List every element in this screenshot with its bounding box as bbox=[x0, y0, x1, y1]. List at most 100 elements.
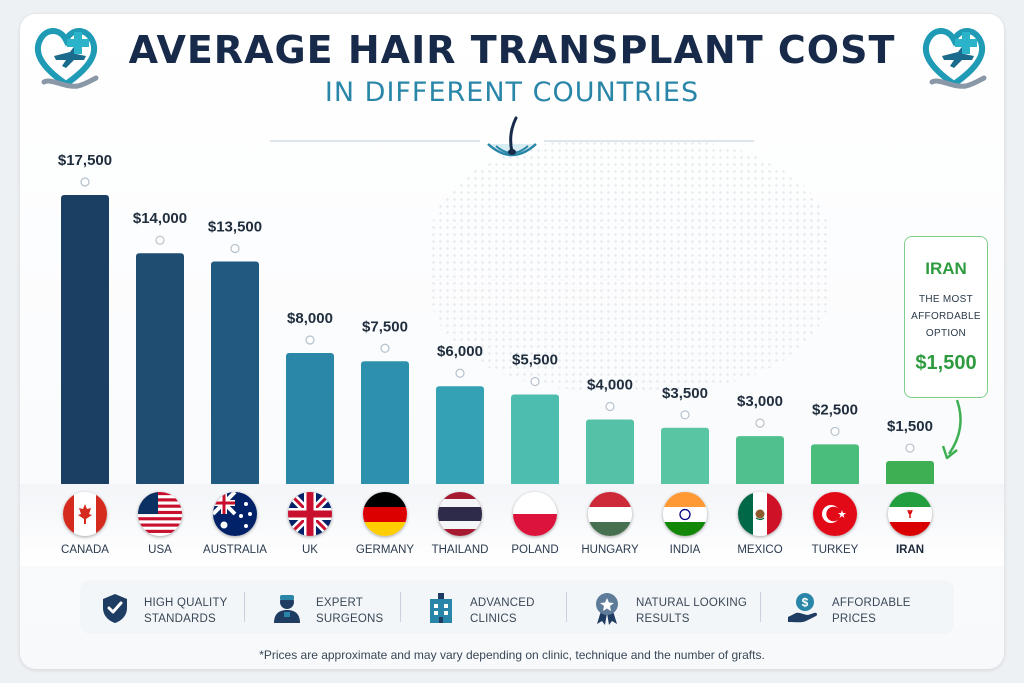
country-label: POLAND bbox=[511, 544, 559, 556]
flag-canada-icon bbox=[63, 492, 107, 536]
bar-thailand bbox=[436, 386, 484, 486]
footnote: *Prices are approximate and may vary dep… bbox=[259, 648, 765, 662]
flag-mexico-icon bbox=[738, 492, 782, 536]
feature-divider bbox=[566, 592, 567, 622]
country-hungary: HUNGARY bbox=[560, 492, 660, 556]
chart-title: AVERAGE HAIR TRANSPLANT COST bbox=[128, 28, 896, 72]
feature-divider bbox=[400, 592, 401, 622]
bar-poland bbox=[511, 394, 559, 486]
award-ribbon-icon bbox=[596, 593, 618, 625]
value-label: $4,000 bbox=[587, 376, 633, 393]
value-marker bbox=[380, 343, 390, 353]
value-marker bbox=[230, 243, 240, 254]
value-marker bbox=[530, 376, 540, 387]
flag-germany-icon bbox=[363, 492, 407, 536]
flag-thailand-icon bbox=[438, 492, 482, 536]
value-label: $7,500 bbox=[362, 318, 408, 335]
country-label: THAILAND bbox=[431, 544, 489, 556]
value-marker bbox=[155, 235, 165, 245]
iran-callout: IRAN THE MOST AFFORDABLE OPTION $1,500 bbox=[904, 236, 988, 398]
bar-mexico bbox=[736, 436, 784, 486]
feature-line: CLINICS bbox=[470, 613, 517, 625]
medical-travel-logo-icon bbox=[922, 28, 987, 89]
country-canada: CANADA bbox=[35, 492, 135, 556]
flag-india-icon bbox=[663, 492, 707, 536]
shield-check-icon bbox=[103, 594, 127, 623]
country-label: MEXICO bbox=[737, 544, 783, 556]
bar-turkey bbox=[811, 444, 859, 486]
country-label: INDIA bbox=[669, 544, 701, 556]
country-mexico: MEXICO bbox=[710, 492, 810, 556]
value-label: $13,500 bbox=[208, 219, 262, 236]
callout-country: IRAN bbox=[925, 259, 967, 278]
value-label: $14,000 bbox=[133, 210, 187, 227]
medical-travel-logo-icon bbox=[34, 28, 99, 89]
value-label: $3,000 bbox=[737, 393, 783, 410]
bar-iran bbox=[886, 461, 934, 486]
value-marker bbox=[605, 401, 615, 412]
value-marker bbox=[755, 418, 765, 428]
country-germany: GERMANY bbox=[335, 492, 435, 556]
hand-dollar-icon: $ bbox=[788, 593, 818, 623]
feature-divider bbox=[244, 592, 245, 622]
value-label: $1,500 bbox=[887, 418, 933, 435]
value-marker bbox=[905, 443, 915, 453]
flag-iran-icon bbox=[888, 492, 932, 536]
flag-uk-icon bbox=[288, 492, 332, 536]
svg-text:$: $ bbox=[802, 596, 809, 610]
value-label: $8,000 bbox=[287, 310, 333, 327]
feature-line: HIGH QUALITY bbox=[144, 597, 228, 609]
callout-line: OPTION bbox=[925, 328, 967, 339]
callout-line: AFFORDABLE bbox=[911, 311, 981, 322]
country-uk: UK bbox=[260, 492, 360, 556]
country-iran: IRAN bbox=[860, 492, 960, 556]
feature-line: STANDARDS bbox=[144, 613, 216, 625]
clinic-building-icon bbox=[430, 593, 452, 623]
country-label: GERMANY bbox=[355, 544, 415, 556]
chart-subtitle: IN DIFFERENT COUNTRIES bbox=[324, 77, 700, 108]
value-label: $6,000 bbox=[437, 343, 483, 360]
country-thailand: THAILAND bbox=[410, 492, 510, 556]
bar-australia bbox=[211, 261, 259, 486]
value-marker bbox=[455, 368, 465, 378]
value-marker bbox=[80, 177, 90, 187]
country-label: USA bbox=[148, 544, 172, 556]
flag-hungary-icon bbox=[588, 492, 632, 536]
value-label: $17,500 bbox=[58, 152, 112, 169]
feature-line: EXPERT bbox=[316, 597, 364, 609]
callout-price: $1,500 bbox=[915, 352, 977, 374]
country-label: CANADA bbox=[61, 544, 109, 556]
country-label: TURKEY bbox=[811, 544, 859, 556]
country-usa: USA bbox=[110, 492, 210, 556]
value-label: $2,500 bbox=[812, 401, 858, 418]
feature-line: ADVANCED bbox=[470, 597, 535, 609]
value-label: $5,500 bbox=[512, 352, 558, 369]
country-turkey: TURKEY bbox=[785, 492, 885, 556]
country-india: INDIA bbox=[635, 492, 735, 556]
feature-line: AFFORDABLE bbox=[832, 597, 911, 609]
bar-hungary bbox=[586, 419, 634, 486]
callout-line: THE MOST bbox=[918, 294, 974, 305]
country-label: AUSTRALIA bbox=[203, 544, 267, 556]
value-label: $3,500 bbox=[662, 385, 708, 402]
country-poland: POLAND bbox=[485, 492, 585, 556]
country-label: UK bbox=[302, 544, 318, 556]
curved-arrow-icon bbox=[941, 399, 962, 460]
flag-usa-icon bbox=[138, 492, 182, 536]
surgeon-icon bbox=[274, 595, 300, 623]
feature-line: RESULTS bbox=[636, 613, 690, 625]
bar-usa bbox=[136, 253, 184, 486]
value-marker bbox=[830, 426, 840, 437]
feature-line: PRICES bbox=[832, 613, 877, 625]
country-label: IRAN bbox=[895, 544, 925, 556]
bar-india bbox=[661, 427, 709, 486]
bar-germany bbox=[361, 361, 409, 486]
feature-line: SURGEONS bbox=[316, 613, 384, 625]
value-marker bbox=[680, 410, 690, 420]
flag-australia-icon bbox=[213, 492, 257, 536]
feature-divider bbox=[760, 592, 761, 622]
bar-uk bbox=[286, 352, 334, 486]
callout-text: THE MOST AFFORDABLE OPTION bbox=[905, 291, 987, 342]
